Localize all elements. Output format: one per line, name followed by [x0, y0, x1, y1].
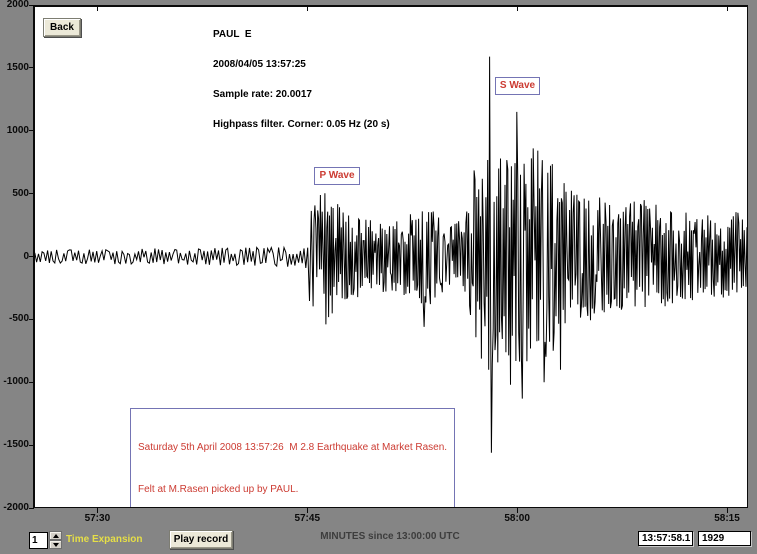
p-wave-label: P Wave	[314, 167, 360, 185]
x-tick-label: 58:15	[714, 513, 740, 524]
sample-rate: Sample rate: 20.0017	[213, 89, 312, 100]
y-tick-label: -500	[8, 313, 29, 325]
x-tick-mark-bottom	[726, 508, 728, 513]
y-tick-label: -2000	[3, 502, 29, 513]
y-tick-mark	[29, 130, 34, 132]
x-tick-mark-bottom	[96, 508, 98, 513]
waveform-trace	[35, 56, 747, 453]
spin-down-button[interactable]	[49, 540, 62, 549]
note-line1: Saturday 5th April 2008 13:57:26 M 2.8 E…	[138, 442, 448, 453]
y-tick-mark	[29, 318, 34, 320]
cursor-time-readout: 13:57:58.1	[638, 531, 693, 546]
note-line2: Felt at M.Rasen picked up by PAUL.	[138, 484, 299, 495]
y-tick-mark	[29, 193, 34, 195]
y-tick-mark	[29, 67, 34, 69]
y-tick-mark	[29, 507, 34, 509]
record-header: PAUL E 2008/04/05 13:57:25 Sample rate: …	[213, 10, 390, 150]
x-tick-label: 57:45	[294, 513, 321, 524]
y-tick-label: 1500	[6, 61, 29, 73]
x-tick-label: 57:30	[84, 513, 111, 524]
x-tick-mark-top	[306, 7, 308, 11]
station-name: PAUL E	[213, 29, 252, 40]
y-tick-label: 2000	[6, 0, 29, 10]
record-datetime: 2008/04/05 13:57:25	[213, 59, 306, 70]
time-expansion-spinner	[49, 531, 62, 550]
y-tick-label: 500	[12, 187, 29, 199]
back-button[interactable]: Back	[43, 18, 81, 37]
y-tick-mark	[29, 256, 34, 257]
x-tick-mark-bottom	[516, 508, 518, 513]
x-tick-mark-top	[96, 7, 98, 11]
cursor-count-readout: 1929	[698, 531, 751, 546]
y-tick-label: -1000	[3, 376, 29, 388]
down-arrow-icon	[52, 542, 59, 547]
y-tick-label: -1500	[3, 439, 29, 451]
y-tick-mark	[29, 444, 34, 446]
x-tick-mark-top	[726, 7, 728, 11]
time-expansion-value[interactable]: 1	[29, 532, 48, 549]
time-expansion-label: Time Expansion	[66, 534, 143, 545]
filter-info: Highpass filter. Corner: 0.05 Hz (20 s)	[213, 119, 390, 130]
play-record-button[interactable]: Play record	[169, 530, 233, 549]
s-wave-label: S Wave	[495, 77, 540, 95]
y-tick-mark	[29, 381, 34, 383]
y-tick-label: 1000	[6, 124, 29, 136]
up-arrow-icon	[52, 533, 59, 538]
x-tick-mark-bottom	[306, 508, 308, 513]
earthquake-note: Saturday 5th April 2008 13:57:26 M 2.8 E…	[130, 408, 456, 507]
x-axis-title: MINUTES since 13:00:00 UTC	[320, 531, 460, 542]
x-tick-label: 58:00	[504, 513, 530, 524]
spin-up-button[interactable]	[49, 531, 62, 540]
y-tick-mark	[29, 4, 34, 6]
y-tick-label: 0	[23, 250, 29, 262]
seismogram-plot-area[interactable]: Back PAUL E 2008/04/05 13:57:25 Sample r…	[33, 5, 748, 508]
x-tick-mark-top	[516, 7, 518, 11]
